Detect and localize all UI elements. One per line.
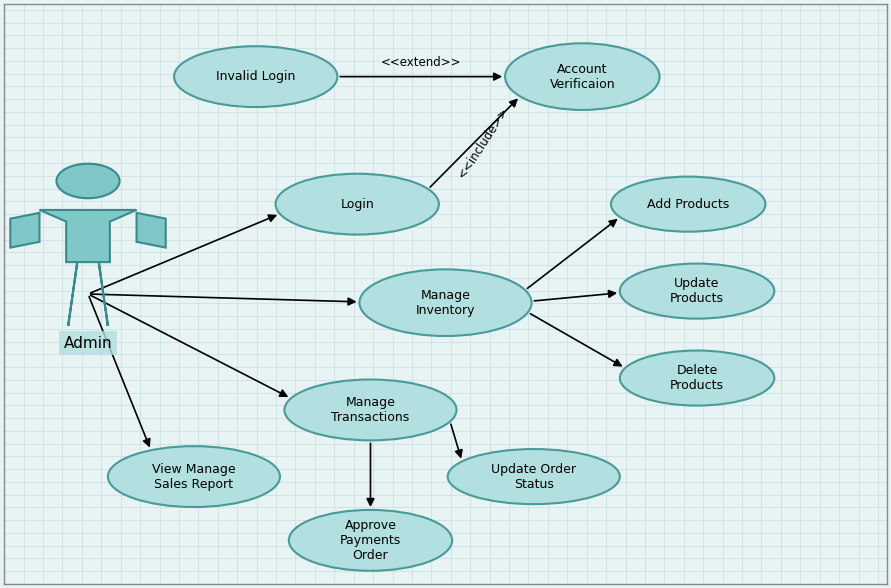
Text: Delete
Products: Delete Products — [670, 364, 724, 392]
Ellipse shape — [289, 510, 452, 571]
Ellipse shape — [174, 46, 338, 107]
Text: Admin: Admin — [64, 336, 112, 351]
Text: <<extend>>: <<extend>> — [381, 56, 462, 69]
Polygon shape — [11, 213, 39, 248]
Text: View Manage
Sales Report: View Manage Sales Report — [152, 463, 236, 490]
Polygon shape — [69, 262, 78, 326]
Text: Add Products: Add Products — [647, 198, 730, 211]
Polygon shape — [39, 210, 136, 262]
Ellipse shape — [284, 379, 456, 440]
Ellipse shape — [275, 173, 439, 235]
Ellipse shape — [505, 44, 659, 110]
Ellipse shape — [611, 176, 765, 232]
Polygon shape — [136, 213, 166, 248]
Ellipse shape — [447, 449, 620, 504]
Text: <<include>>: <<include>> — [455, 105, 511, 181]
Ellipse shape — [108, 446, 280, 507]
Text: Account
Verificaion: Account Verificaion — [550, 63, 615, 91]
Ellipse shape — [359, 269, 532, 336]
Text: Manage
Inventory: Manage Inventory — [416, 289, 475, 317]
Ellipse shape — [620, 263, 774, 319]
Ellipse shape — [56, 163, 119, 198]
Polygon shape — [99, 262, 108, 326]
Text: Manage
Transactions: Manage Transactions — [331, 396, 410, 424]
Text: Update Order
Status: Update Order Status — [491, 463, 576, 490]
Ellipse shape — [620, 350, 774, 406]
Text: Invalid Login: Invalid Login — [216, 70, 296, 83]
Text: Update
Products: Update Products — [670, 277, 724, 305]
Text: Login: Login — [340, 198, 374, 211]
Text: Approve
Payments
Order: Approve Payments Order — [339, 519, 401, 562]
